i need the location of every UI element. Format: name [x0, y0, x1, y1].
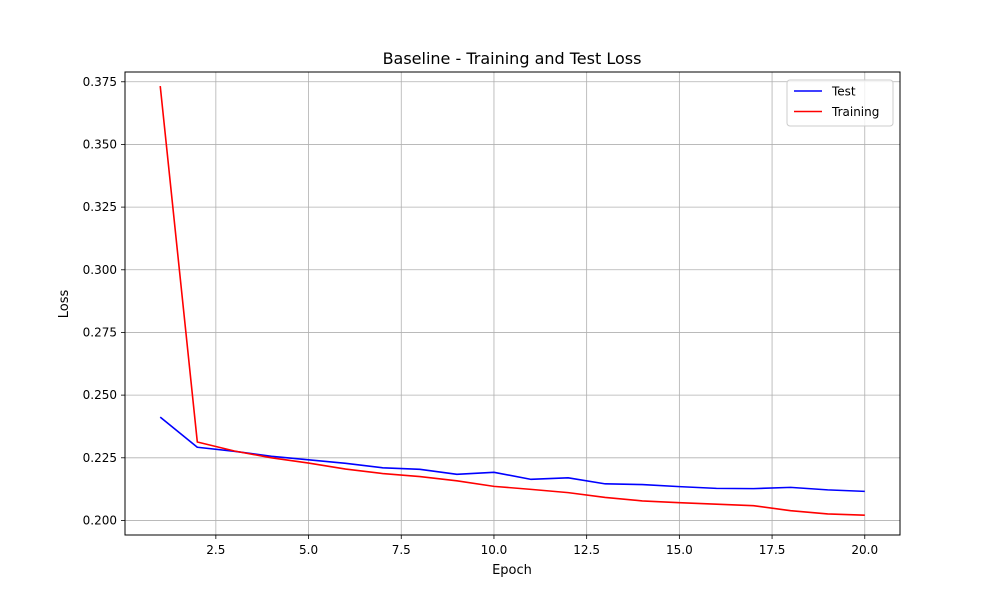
legend-items: Test Training: [794, 85, 879, 119]
legend: Test Training: [786, 79, 894, 127]
x-axis-label: Epoch: [492, 563, 532, 578]
y-axis-ticks: 0.200 0.225 0.250 0.275 0.300 0.325 0.350 0.375: [83, 75, 125, 527]
x-tick-label: 7.5: [392, 543, 411, 557]
y-tick-label: 0.325: [83, 200, 117, 214]
x-tick-label: 17.5: [759, 543, 786, 557]
plot-frame: [124, 71, 901, 536]
x-tick-label: 5.0: [299, 543, 318, 557]
legend-label-test: Test: [831, 85, 856, 99]
y-tick-label: 0.225: [83, 451, 117, 465]
y-tick-label: 0.250: [83, 388, 117, 402]
series-line-test: [159, 416, 865, 493]
y-tick-label: 0.350: [83, 137, 117, 151]
y-axis-label: Loss: [57, 290, 72, 319]
grid-lines: [125, 72, 900, 535]
legend-label-training: Training: [831, 105, 879, 119]
chart-title: Baseline - Training and Test Loss: [383, 49, 642, 68]
x-tick-label: 20.0: [851, 543, 878, 557]
x-axis-ticks: 2.5 5.0 7.5 10.0 12.5 15.0 17.5 20.0: [206, 535, 878, 557]
y-tick-label: 0.275: [83, 325, 117, 339]
y-tick-label: 0.300: [83, 263, 117, 277]
x-tick-label: 10.0: [481, 543, 508, 557]
y-tick-label: 0.375: [83, 75, 117, 89]
x-tick-label: 12.5: [573, 543, 600, 557]
series-lines: [159, 85, 865, 516]
x-tick-label: 15.0: [666, 543, 693, 557]
y-tick-label: 0.200: [83, 513, 117, 527]
series-line-training: [159, 85, 865, 516]
x-tick-label: 2.5: [206, 543, 225, 557]
